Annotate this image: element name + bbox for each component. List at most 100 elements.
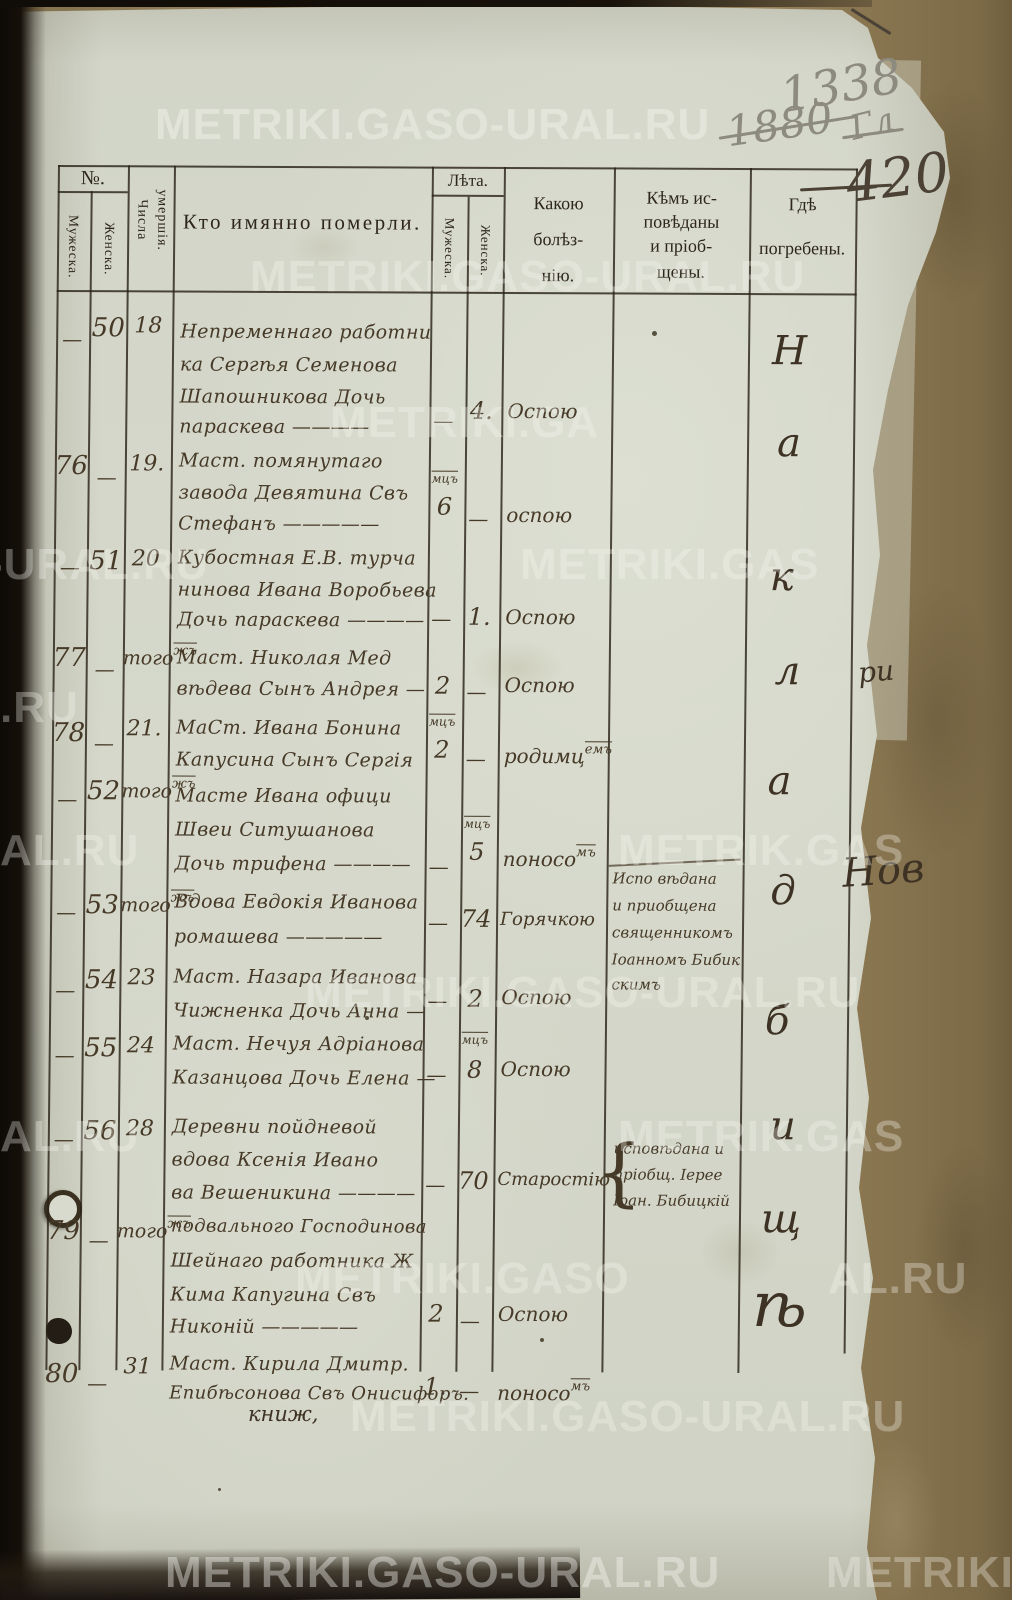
entry-disease: поносомъ [503, 845, 596, 871]
entry-no-male: — [55, 977, 76, 1003]
header-years: Лѣта. [447, 170, 489, 190]
entry-no-female: 54 [84, 965, 119, 996]
entry-date: 24 [126, 1033, 155, 1059]
entry-age-female: — [466, 679, 487, 704]
entry-name-line: Маст. Назара Иванова [173, 965, 418, 989]
entry-name-line: Дочь параскева ———— [177, 608, 425, 632]
entry-confessed-note-line: скимъ [611, 975, 661, 994]
header-no-female: Женска. [101, 222, 118, 276]
header-disease-line1: Какою [533, 193, 584, 214]
col-line-years-disease [491, 166, 506, 1372]
burial-letter: а [767, 758, 792, 805]
entry-name-line: Вдова Евдокія Иванова [174, 890, 419, 914]
header-disease-line3: нію. [541, 265, 575, 286]
entry-date: 31 [123, 1354, 152, 1380]
entry-age-female: 8 [466, 1055, 483, 1084]
burial-letter: б [764, 998, 790, 1045]
entry-name-line: Дочь трифена ———— [174, 852, 412, 876]
entry-no-female: 56 [83, 1116, 117, 1147]
entry-no-female: 55 [84, 1033, 118, 1064]
entry-no-female: — [96, 465, 117, 490]
entry-name-line: Непременнаго работни [180, 320, 432, 344]
header-no-male: Мужеска. [65, 215, 82, 279]
entry-age-female: — [459, 1378, 480, 1403]
entry-no-male: — [54, 1042, 75, 1068]
entry-date: 28 [125, 1116, 155, 1142]
burial-letter: щ [760, 1196, 802, 1243]
entry-no-male: — [56, 899, 77, 925]
burial-letter: а [776, 420, 802, 467]
ink-speck [218, 1488, 221, 1491]
entry-no-male: — [57, 787, 78, 812]
entry-no-female: 50 [91, 313, 125, 344]
register-table: №. Мужеска. Женска. Числа умершія. Кто и… [45, 165, 858, 1405]
entry-disease-text: поносо [502, 846, 577, 872]
col-line-years-mf [455, 196, 470, 1372]
entry-age-male: 1. [423, 1372, 447, 1401]
entry-name-line: вѣдева Сынъ Андрея — [176, 677, 426, 701]
ink-speck [540, 1338, 544, 1342]
entry-disease: родимцемъ [504, 742, 612, 768]
entry-name-line: ва Вешеникина ———— [171, 1181, 416, 1205]
entry-name-line: Деревни пойдневой [171, 1115, 378, 1139]
entry-age-female: 70 [457, 1166, 489, 1195]
entry-name-line: ромашева ————— [173, 925, 383, 949]
entry-age-months-label: мцъ [428, 714, 456, 729]
margin-note-low: Нов [840, 845, 926, 897]
ink-speck [652, 331, 657, 336]
entry-no-male: — [53, 1126, 74, 1152]
entry-no-female: 51 [89, 546, 123, 577]
entry-no-male: — [62, 327, 83, 352]
entry-date: 21. [126, 716, 162, 742]
header-confessed-line4: щены. [656, 261, 706, 282]
entry-disease: Старостію [497, 1168, 611, 1191]
header-years-male: Мужеска. [441, 217, 458, 280]
entry-disease: Оспою [505, 604, 576, 630]
entry-name-line: Маст. Николая Мед [176, 646, 392, 670]
entry-age-female: 74 [460, 904, 492, 933]
entry-name-line: Маст. помянутаго [178, 449, 383, 473]
entry-date: тогожъ [123, 643, 197, 670]
entry-age-male: 2 [428, 1299, 444, 1328]
burial-letter: д [770, 868, 797, 915]
scan-bottom-edge [0, 1545, 581, 1600]
no-header-underline [57, 190, 128, 193]
entry-date: 20 [131, 546, 161, 572]
entry-no-female: 53 [85, 890, 119, 921]
entry-disease-superscript: мъ [570, 1379, 591, 1395]
col-line-female-date [115, 165, 130, 1371]
entry-age-months-label: мцъ [461, 1032, 489, 1047]
entry-no-male: 78 [51, 717, 86, 749]
entry-age-male: 2 [434, 735, 450, 764]
scan-top-edge [0, 0, 872, 7]
entry-name-line: ка Сергѣя Семенова [179, 353, 398, 377]
entry-age-female: — [465, 746, 486, 771]
entry-date-text: того [120, 894, 171, 917]
header-no: №. [80, 167, 106, 190]
entry-name-line: Чижненка Дочь Анна — [173, 999, 426, 1023]
entry-name-line: Шейнаго работника Ж [170, 1249, 414, 1273]
entry-disease: оспою [506, 502, 573, 528]
burial-letter: ѣ [751, 1268, 808, 1342]
entry-confessed-note-line: и приобщена [612, 896, 717, 915]
ink-speck [365, 1016, 369, 1020]
entry-name-line: Маст. Кирила Дмитр. [169, 1352, 410, 1376]
entry-date: 19. [129, 451, 165, 477]
header-buried-line1: Гдѣ [788, 194, 817, 215]
margin-note-mid: ри [856, 653, 896, 690]
burial-letter: к [769, 554, 794, 601]
entry-name-line: вдова Ксенія Ивано [171, 1148, 379, 1172]
entry-age-male: — [426, 1062, 447, 1087]
entry-disease: Оспою [497, 1301, 569, 1327]
entry-name-line: Шапошникова Дочь [179, 385, 386, 409]
entry-age-male: 6 [436, 492, 453, 521]
header-confessed-line3: и пріоб- [650, 235, 713, 256]
entry-date: 18 [134, 313, 163, 339]
entry-age-female: — [459, 1308, 481, 1333]
entry-no-male: 76 [54, 450, 89, 482]
entry-age-male: 2 [434, 671, 451, 700]
entry-age-female: 5 [469, 837, 485, 866]
entry-age-male: — [425, 1172, 446, 1197]
